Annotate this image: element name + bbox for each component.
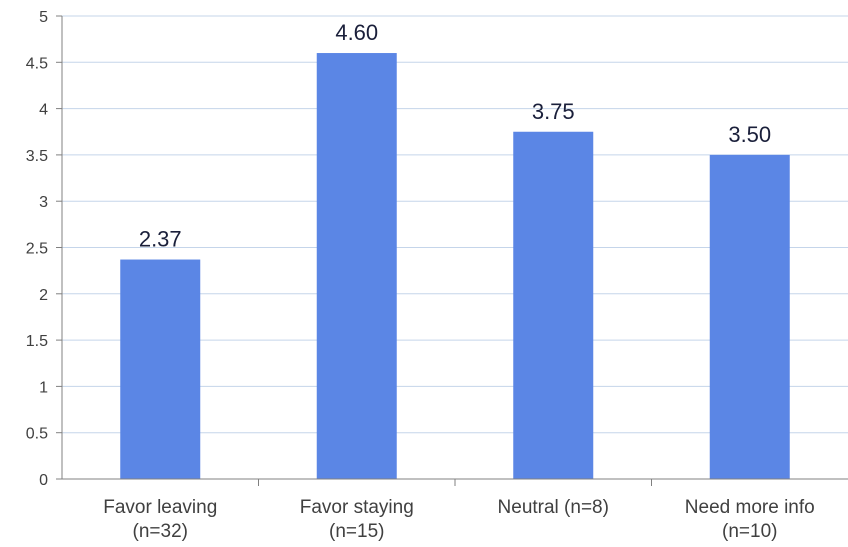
- y-tick-label: 4: [39, 102, 48, 119]
- y-tick-labels: 0 0.5 1 1.5 2 2.5 3 3.5 4 4.5 5: [26, 9, 48, 489]
- data-labels: 2.37 4.60 3.75 3.50: [139, 20, 771, 251]
- x-category-label: (n=15): [329, 521, 384, 542]
- y-tick-label: 1: [39, 379, 48, 396]
- data-label: 3.50: [728, 122, 771, 147]
- x-category-label: (n=10): [722, 521, 777, 542]
- bar: [513, 131, 594, 479]
- y-tick-label: 2.5: [26, 241, 48, 258]
- x-category-label: Favor leaving: [103, 497, 217, 518]
- y-tick-label: 5: [39, 9, 48, 26]
- data-label: 4.60: [335, 20, 378, 45]
- y-tick-label: 1.5: [26, 333, 48, 350]
- x-category-label: Neutral (n=8): [498, 497, 609, 518]
- bar: [316, 53, 397, 479]
- y-tick-label: 3.5: [26, 148, 48, 165]
- x-category-labels: Favor leaving (n=32) Favor staying (n=15) Ne…: [103, 497, 814, 542]
- x-category-label: (n=32): [133, 521, 188, 542]
- y-tick-label: 2: [39, 287, 48, 304]
- data-label: 2.37: [139, 227, 182, 252]
- y-tick-label: 4.5: [26, 55, 48, 72]
- bars: [120, 53, 790, 479]
- bar: [709, 154, 790, 479]
- x-category-label: Need more info: [685, 497, 815, 518]
- x-category-label: Favor staying: [300, 497, 414, 518]
- data-label: 3.75: [532, 99, 575, 124]
- y-tick-label: 3: [39, 194, 48, 211]
- bar: [120, 259, 201, 479]
- y-tick-label: 0.5: [26, 426, 48, 443]
- axes: [56, 15, 848, 486]
- y-tick-label: 0: [39, 472, 48, 489]
